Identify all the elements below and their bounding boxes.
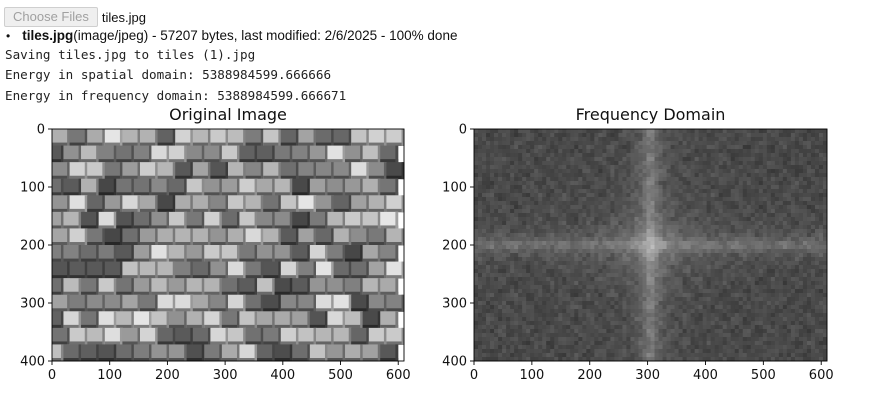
cell-output: Saving tiles.jpg to tiles (1).jpg Energy… bbox=[5, 45, 346, 106]
x-tick-label: 600 bbox=[809, 368, 834, 383]
y-tick-label: 300 bbox=[20, 297, 45, 312]
x-tick-label: 100 bbox=[97, 368, 122, 383]
uploaded-file-info: • tiles.jpg (image/jpeg) - 57207 bytes, … bbox=[6, 28, 457, 43]
frequency-domain-title: Frequency Domain bbox=[575, 105, 726, 124]
x-tick-label: 200 bbox=[577, 368, 602, 383]
y-tick-label: 0 bbox=[459, 123, 467, 138]
y-tick-label: 100 bbox=[20, 181, 45, 196]
selected-file-name: tiles.jpg bbox=[101, 9, 146, 25]
x-tick-label: 0 bbox=[470, 368, 478, 383]
original-image-pixels bbox=[52, 129, 405, 362]
x-tick-label: 100 bbox=[519, 368, 544, 383]
x-tick-label: 400 bbox=[693, 368, 718, 383]
output-line: Energy in spatial domain: 5388984599.666… bbox=[5, 67, 332, 83]
y-tick-label: 200 bbox=[442, 239, 467, 254]
uploaded-file-name: tiles.jpg bbox=[22, 28, 74, 43]
x-tick-label: 300 bbox=[213, 368, 238, 383]
choose-files-button[interactable]: Choose Files bbox=[4, 7, 98, 27]
x-tick-label: 600 bbox=[386, 368, 411, 383]
y-tick-label: 400 bbox=[20, 355, 45, 370]
y-tick-label: 400 bbox=[442, 355, 467, 370]
x-tick-label: 500 bbox=[328, 368, 353, 383]
frequency-spectrum-pixels bbox=[474, 129, 828, 362]
y-tick-label: 200 bbox=[20, 239, 45, 254]
uploaded-file-details: (image/jpeg) - 57207 bytes, last modifie… bbox=[73, 28, 458, 43]
output-line: Energy in frequency domain: 5388984599.6… bbox=[5, 87, 347, 103]
x-tick-label: 300 bbox=[635, 368, 660, 383]
output-line: Saving tiles.jpg to tiles (1).jpg bbox=[5, 47, 256, 62]
y-tick-label: 300 bbox=[442, 297, 467, 312]
y-tick-label: 0 bbox=[37, 123, 45, 138]
x-tick-label: 500 bbox=[751, 368, 776, 383]
bullet-icon: • bbox=[6, 28, 11, 43]
y-tick-label: 100 bbox=[442, 181, 467, 196]
file-upload-row: Choose Files tiles.jpg bbox=[4, 7, 146, 27]
original-image-title: Original Image bbox=[169, 105, 287, 124]
x-tick-label: 200 bbox=[155, 368, 180, 383]
x-tick-label: 0 bbox=[48, 368, 56, 383]
x-tick-label: 400 bbox=[270, 368, 295, 383]
